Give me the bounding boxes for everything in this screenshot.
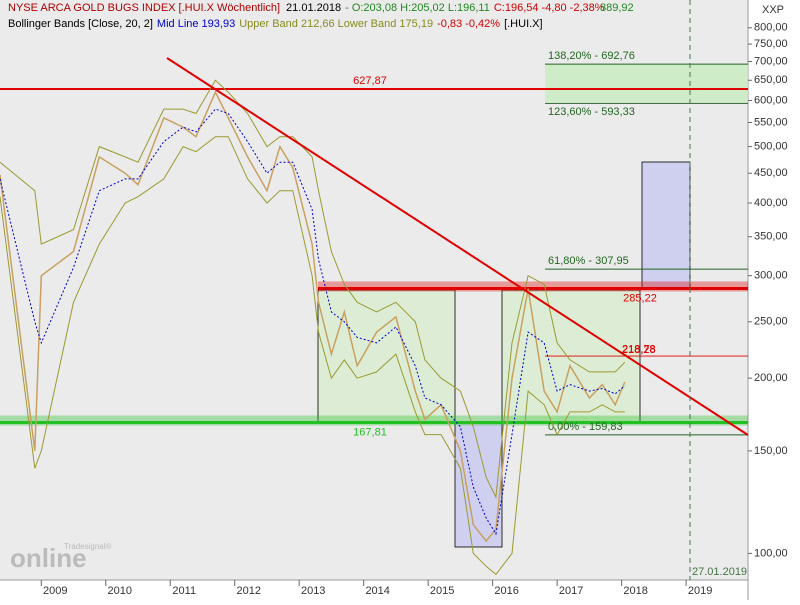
y-tick-label: 550,00 xyxy=(754,116,788,128)
y-tick-label: 750,00 xyxy=(754,38,788,50)
trend-line xyxy=(166,57,749,436)
fib-zone xyxy=(545,64,748,102)
series-line xyxy=(0,79,626,499)
x-tick-label: 2017 xyxy=(559,585,583,597)
mark-label: 218,28 xyxy=(622,344,656,356)
x-tick-label: 2011 xyxy=(172,585,196,597)
series-line xyxy=(0,136,625,576)
x-tick-label: 2009 xyxy=(43,585,67,597)
mark-label: 218,78 xyxy=(622,343,656,355)
header-line: NYSE ARCA GOLD BUGS INDEX [.HUI.X Wöchen… xyxy=(8,2,605,14)
last-price: 889,92 xyxy=(600,2,634,14)
watermark: online xyxy=(10,543,87,573)
axis-bg xyxy=(0,580,748,600)
y-tick-label: 700,00 xyxy=(754,55,788,67)
indicator-line: Bollinger Bands [Close, 20, 2] Mid Line 1… xyxy=(8,18,543,30)
date-marker-label: 27.01.2019 xyxy=(692,566,747,578)
box xyxy=(317,289,456,423)
fib-label: 0,00% - 159,83 xyxy=(548,421,623,433)
x-tick-label: 2018 xyxy=(623,585,647,597)
x-tick-label: 2019 xyxy=(688,585,712,597)
x-tick-label: 2012 xyxy=(236,585,260,597)
x-tick-label: 2016 xyxy=(494,585,518,597)
series-line xyxy=(0,108,626,536)
y-tick-label: 650,00 xyxy=(754,74,788,86)
fib-label: 123,60% - 593,33 xyxy=(548,106,635,118)
level-label: 285,22 xyxy=(623,292,657,304)
y-tick-label: 250,00 xyxy=(754,316,788,328)
box xyxy=(454,421,503,548)
fib-label: 61,80% - 307,95 xyxy=(548,255,629,267)
x-tick-label: 2014 xyxy=(365,585,389,597)
y-tick-label: 400,00 xyxy=(754,197,788,209)
box xyxy=(641,161,691,289)
y-tick-label: 600,00 xyxy=(754,94,788,106)
y-tick-label: 350,00 xyxy=(754,231,788,243)
x-tick-label: 2013 xyxy=(301,585,325,597)
y-tick-label: 300,00 xyxy=(754,270,788,282)
y-tick-label: 800,00 xyxy=(754,22,788,34)
level-band xyxy=(0,415,748,426)
watermark-small: Tradesignal® xyxy=(64,542,112,551)
unit-label: XXP xyxy=(762,4,784,16)
fib-label: 138,20% - 692,76 xyxy=(548,50,635,62)
y-tick-label: 150,00 xyxy=(754,445,788,457)
y-tick-label: 500,00 xyxy=(754,140,788,152)
y-tick-label: 450,00 xyxy=(754,167,788,179)
x-tick-label: 2010 xyxy=(108,585,132,597)
series-line xyxy=(0,90,626,543)
axis-bg xyxy=(748,0,800,600)
y-tick-label: 100,00 xyxy=(754,547,788,559)
y-tick-label: 200,00 xyxy=(754,372,788,384)
level-band xyxy=(318,281,748,292)
level-label: 627,87 xyxy=(353,75,387,87)
level-label: 167,81 xyxy=(353,426,387,438)
x-tick-label: 2015 xyxy=(430,585,454,597)
